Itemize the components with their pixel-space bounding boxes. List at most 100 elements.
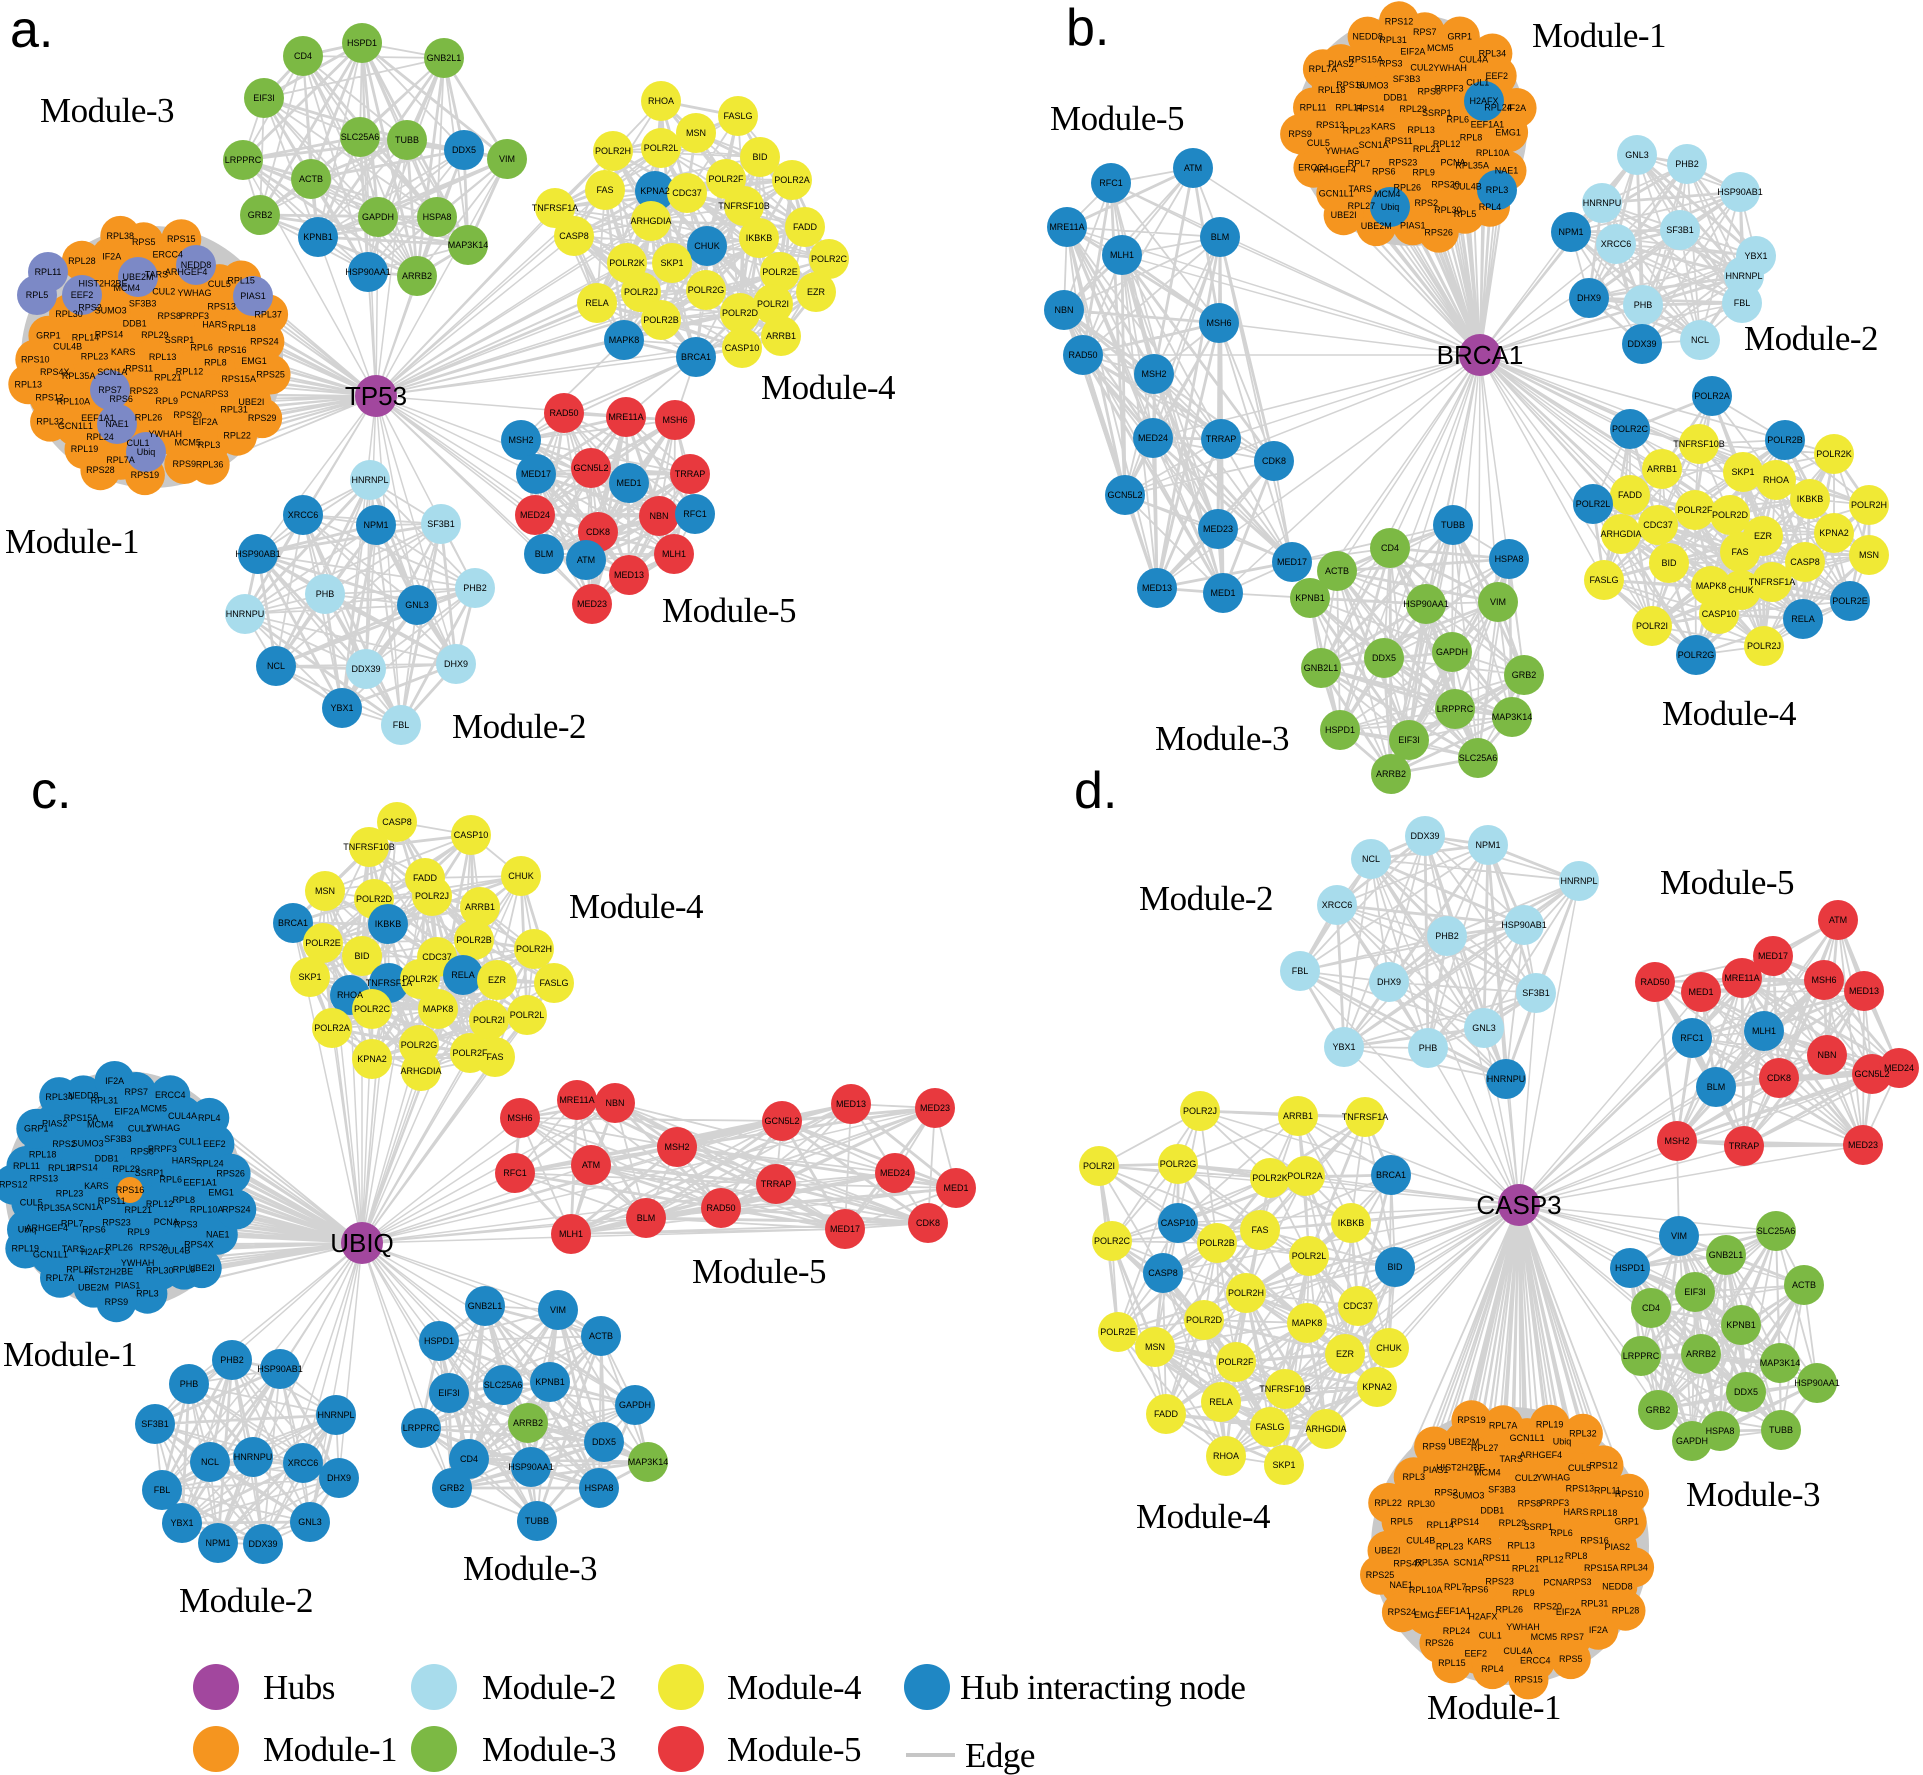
svg-text:RPL12: RPL12: [176, 366, 204, 376]
svg-text:CASP10: CASP10: [1161, 1218, 1196, 1228]
svg-text:ARRB2: ARRB2: [402, 271, 432, 281]
svg-text:SUMO3: SUMO3: [1356, 80, 1388, 90]
svg-text:RPS3: RPS3: [174, 1220, 198, 1230]
svg-text:RPS13: RPS13: [1316, 120, 1345, 130]
svg-text:POLR2J: POLR2J: [415, 891, 449, 901]
svg-text:FBL: FBL: [154, 1485, 171, 1495]
svg-text:MAPK8: MAPK8: [423, 1004, 454, 1014]
svg-text:Module-1: Module-1: [3, 1335, 137, 1374]
svg-text:CDC37: CDC37: [1343, 1301, 1373, 1311]
svg-text:RPL31: RPL31: [1581, 1598, 1609, 1608]
svg-text:RPL26: RPL26: [105, 1242, 133, 1252]
svg-text:RPS7: RPS7: [1560, 1632, 1584, 1642]
svg-text:KPNA2: KPNA2: [640, 186, 670, 196]
svg-text:RAD50: RAD50: [706, 1203, 735, 1213]
svg-text:PRPF3: PRPF3: [1540, 1498, 1569, 1508]
svg-text:BID: BID: [354, 951, 370, 961]
svg-text:RPL11: RPL11: [35, 267, 62, 277]
svg-text:XRCC6: XRCC6: [1322, 900, 1353, 910]
svg-text:RPL27: RPL27: [66, 1264, 94, 1274]
svg-text:NAE1: NAE1: [105, 419, 129, 429]
svg-text:RPS11: RPS11: [98, 1196, 126, 1206]
svg-text:MSH6: MSH6: [1206, 318, 1231, 328]
svg-text:Module-4: Module-4: [1662, 694, 1796, 733]
svg-text:EZR: EZR: [488, 975, 507, 985]
svg-text:ARRB1: ARRB1: [465, 902, 495, 912]
svg-text:RPS12: RPS12: [1385, 16, 1414, 26]
svg-text:TRRAP: TRRAP: [1206, 434, 1237, 444]
svg-text:PIAS1: PIAS1: [115, 1280, 141, 1290]
svg-text:RPL27: RPL27: [1471, 1443, 1499, 1453]
svg-text:Module-5: Module-5: [1050, 99, 1184, 138]
svg-text:MCM4: MCM4: [1374, 189, 1401, 199]
svg-text:RPL38: RPL38: [107, 231, 135, 241]
svg-text:FAS: FAS: [1731, 547, 1748, 557]
svg-text:MSH6: MSH6: [1811, 975, 1836, 985]
svg-text:NCL: NCL: [1362, 854, 1380, 864]
svg-text:RPL6: RPL6: [160, 1174, 183, 1184]
svg-text:TUBB: TUBB: [525, 1516, 549, 1526]
svg-text:EIF2A: EIF2A: [1556, 1607, 1581, 1617]
svg-text:RPL29: RPL29: [1499, 1518, 1527, 1528]
svg-text:MLH1: MLH1: [1752, 1026, 1776, 1036]
svg-text:RPL29: RPL29: [112, 1164, 140, 1174]
svg-text:TUBB: TUBB: [395, 135, 419, 145]
svg-text:RPL3: RPL3: [198, 440, 221, 450]
svg-text:CUL5: CUL5: [208, 279, 231, 289]
svg-text:POLR2J: POLR2J: [1747, 641, 1781, 651]
svg-text:UBE2M: UBE2M: [1361, 221, 1392, 231]
svg-text:GCN1L1: GCN1L1: [58, 421, 93, 431]
svg-text:RPL34: RPL34: [1620, 1562, 1648, 1572]
svg-text:LRPPRC: LRPPRC: [225, 155, 262, 165]
svg-text:HARS: HARS: [1563, 1507, 1588, 1517]
svg-text:TNFRSF1A: TNFRSF1A: [532, 203, 579, 213]
svg-text:BID: BID: [1661, 558, 1677, 568]
svg-text:ARHGEF4: ARHGEF4: [165, 267, 208, 277]
svg-text:Module-4: Module-4: [761, 368, 895, 407]
svg-text:RPL4: RPL4: [1479, 202, 1502, 212]
svg-text:RPS14: RPS14: [1356, 103, 1385, 113]
svg-text:PIAS1: PIAS1: [240, 291, 266, 301]
svg-text:RPS3: RPS3: [1379, 58, 1403, 68]
svg-text:RPL30: RPL30: [1407, 1499, 1435, 1509]
svg-text:Module-3: Module-3: [1686, 1475, 1820, 1514]
svg-text:GAPDH: GAPDH: [362, 212, 394, 222]
svg-text:IF2A: IF2A: [1507, 103, 1526, 113]
svg-text:RPL8: RPL8: [1460, 133, 1483, 143]
svg-text:RPS10: RPS10: [21, 355, 50, 365]
svg-text:GRB2: GRB2: [440, 1483, 465, 1493]
svg-text:HSPD1: HSPD1: [1325, 725, 1355, 735]
svg-text:DDB1: DDB1: [1383, 93, 1407, 103]
svg-text:RPS2: RPS2: [1415, 198, 1439, 208]
svg-text:RPS20: RPS20: [1534, 1602, 1563, 1612]
svg-text:MRE11A: MRE11A: [608, 412, 643, 422]
svg-text:RPS6: RPS6: [82, 1225, 106, 1235]
svg-text:FADD: FADD: [413, 873, 438, 883]
svg-text:RPL28: RPL28: [68, 256, 96, 266]
svg-text:RPS29: RPS29: [248, 413, 277, 423]
svg-text:ACTB: ACTB: [1792, 1280, 1816, 1290]
svg-text:RPS13: RPS13: [1566, 1483, 1595, 1493]
svg-text:MED23: MED23: [577, 599, 607, 609]
svg-text:RHOA: RHOA: [1763, 475, 1789, 485]
svg-text:POLR2I: POLR2I: [473, 1015, 505, 1025]
svg-text:RPS24: RPS24: [222, 1205, 251, 1215]
svg-text:RPL10A: RPL10A: [1476, 148, 1510, 158]
svg-text:RPL18: RPL18: [1318, 85, 1346, 95]
svg-text:RPS4X: RPS4X: [184, 1239, 214, 1249]
svg-text:RPL21: RPL21: [1512, 1563, 1540, 1573]
svg-text:BLM: BLM: [1707, 1082, 1726, 1092]
svg-text:PIAS1: PIAS1: [1400, 220, 1426, 230]
svg-text:RPS7: RPS7: [98, 385, 122, 395]
svg-text:DDX5: DDX5: [1372, 653, 1396, 663]
svg-text:CUL4B: CUL4B: [161, 1246, 190, 1256]
svg-text:RPL12: RPL12: [146, 1199, 174, 1209]
svg-text:SCN1A: SCN1A: [1453, 1557, 1483, 1567]
svg-text:RPL23: RPL23: [56, 1189, 84, 1199]
svg-text:KPNB1: KPNB1: [1295, 593, 1325, 603]
svg-text:PCNA: PCNA: [1543, 1578, 1568, 1588]
svg-text:RPL24: RPL24: [1443, 1626, 1471, 1636]
svg-text:EIF3I: EIF3I: [253, 93, 275, 103]
svg-text:RPL22: RPL22: [223, 431, 251, 441]
svg-text:CDC37: CDC37: [672, 188, 702, 198]
